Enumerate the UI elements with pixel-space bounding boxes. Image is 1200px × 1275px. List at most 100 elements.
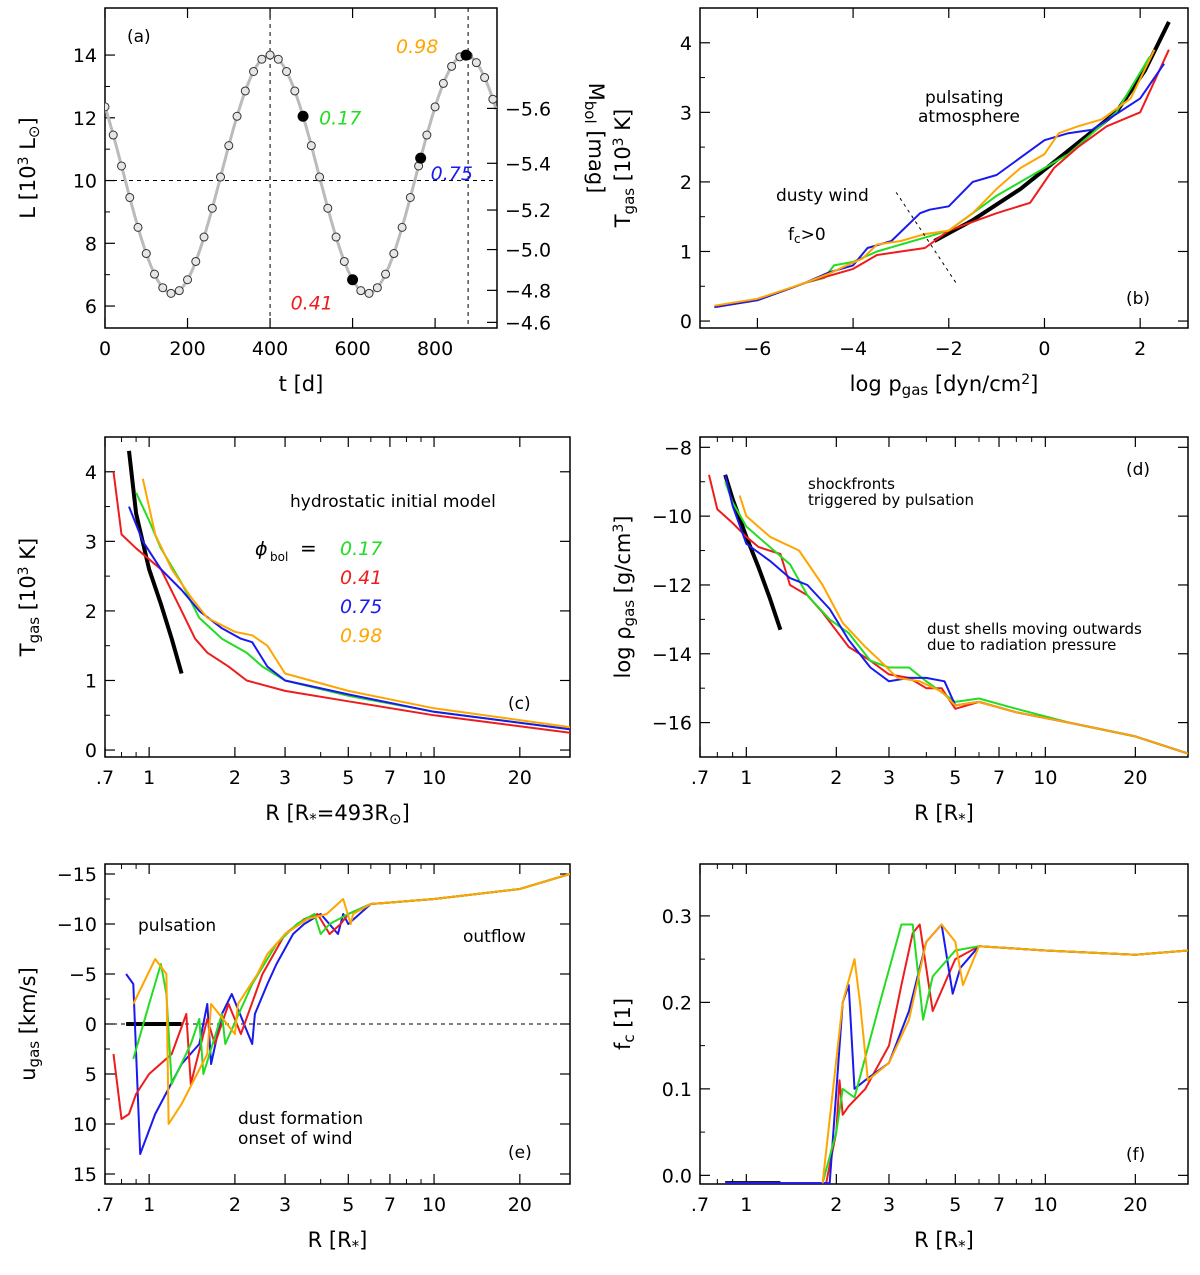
label-part: gas <box>620 188 638 215</box>
y-tick-label: −10 <box>57 914 97 936</box>
annotation: pulsation <box>138 916 216 936</box>
x-tick-label: 10 <box>422 767 446 789</box>
plot-frame <box>699 863 1189 1185</box>
sample-marker <box>108 130 118 140</box>
plot-frame <box>104 436 571 758</box>
label-part: K] <box>611 109 635 138</box>
annotation: due to radiation pressure <box>927 636 1116 654</box>
x-tick-label: .7 <box>96 1194 114 1216</box>
label-part: [10 <box>16 575 40 617</box>
label-part: [10 <box>16 165 40 207</box>
phase-label: 0.41 <box>291 293 333 315</box>
x-tick-label: −6 <box>743 338 771 360</box>
y2-axis-label: Mbol [mag] <box>581 83 608 194</box>
sample-marker <box>117 161 127 171</box>
sample-marker <box>105 102 110 112</box>
y2-tick-label: −4.8 <box>505 280 551 302</box>
sample-marker <box>389 249 399 259</box>
x-tick-label: 1 <box>143 1194 155 1216</box>
series-line-b075 <box>725 923 1188 1184</box>
annotation: dusty wind <box>776 186 869 206</box>
y-tick-label: 0.1 <box>662 1079 692 1101</box>
x-axis-label: R [R*] <box>914 1228 974 1255</box>
y-tick-label: 3 <box>85 531 97 553</box>
label-part: R <box>308 1228 323 1252</box>
series-line-r041 <box>112 471 570 734</box>
annotation: pulsating <box>925 88 1004 108</box>
x-tick-label: 2 <box>229 767 241 789</box>
label-part: * <box>352 1237 360 1255</box>
panel-e: .7 1 2 3 5 7 10 20 −15 −10 −5 0 5 10 15 (e) R [R*] ugas [… <box>16 863 571 1255</box>
y2-tick-label: −5.4 <box>505 153 551 175</box>
annotation: fc>0 <box>788 225 826 246</box>
sample-marker <box>207 203 217 213</box>
plot-frame <box>699 7 1189 329</box>
sample-marker <box>405 192 415 202</box>
sample-marker <box>381 269 391 279</box>
y-axis-label: log ρgas [g/cm3] <box>611 516 638 679</box>
label-part: R <box>265 801 280 825</box>
y-axis-label: Tgas [103 K] <box>611 109 638 229</box>
sample-marker <box>339 256 349 266</box>
plot-area <box>714 21 1171 309</box>
plot-area <box>105 873 570 1155</box>
legend-entry: 0.41 <box>340 567 382 589</box>
x-axis-label: t [d] <box>279 372 324 396</box>
x-tick-label: 20 <box>1123 767 1147 789</box>
phase-symbol: ϕ <box>255 538 268 560</box>
x-axis-label: log pgas [dyn/cm2] <box>850 372 1039 399</box>
label-part: 3 <box>611 524 627 533</box>
label-part: 2 <box>1021 372 1030 388</box>
label-part: ] <box>359 1228 367 1252</box>
label-part: * <box>309 810 317 828</box>
label-part: R <box>914 801 929 825</box>
x-axis-label: R [R*] <box>308 1228 368 1255</box>
sample-marker <box>364 288 374 298</box>
y-tick-label: 1 <box>85 670 97 692</box>
x-tick-label: 3 <box>279 1194 291 1216</box>
label-part: R <box>914 1228 929 1252</box>
x-tick-label: 2 <box>229 1194 241 1216</box>
x-axis-label: R [R*=493R⊙] <box>265 801 410 828</box>
y2-tick-label: −5.6 <box>505 98 551 120</box>
y2-tick-label: −5.0 <box>505 240 551 262</box>
x-tick-label: 5 <box>949 1194 961 1216</box>
x-axis-label: R [R*] <box>914 801 974 828</box>
x-tick-label: 3 <box>883 1194 895 1216</box>
label-part: L <box>16 138 40 157</box>
x-tick-label: 20 <box>508 767 532 789</box>
x-tick-label: 5 <box>342 1194 354 1216</box>
label-part: gas <box>25 1041 43 1068</box>
x-tick-label: 0 <box>99 338 111 360</box>
y-tick-label: 8 <box>85 233 97 255</box>
x-tick-label: 1 <box>740 1194 752 1216</box>
sample-marker <box>257 54 267 64</box>
label-part: ] <box>402 801 410 825</box>
sample-marker <box>488 94 497 104</box>
sample-marker <box>273 54 283 64</box>
label-part: * <box>958 810 966 828</box>
y-tick-label: −12 <box>652 575 692 597</box>
label-part: ] <box>966 801 974 825</box>
y-axis-label: Tgas [103 K] <box>16 538 43 658</box>
legend-entry: 0.75 <box>340 596 382 618</box>
y-axis-label: L [103 L⊙] <box>16 117 43 218</box>
phase-label: 0.17 <box>319 107 361 129</box>
sample-marker <box>282 66 292 76</box>
y-tick-label: 0.3 <box>662 906 692 928</box>
sample-marker <box>249 66 259 76</box>
label-part: bol <box>581 101 599 124</box>
label-part: [g/cm <box>611 533 635 600</box>
y-tick-label: 0 <box>85 740 97 762</box>
annotation: shockfronts <box>808 475 895 493</box>
phase-symbol-subscript: bol <box>270 550 288 564</box>
label-part: [dyn/cm <box>935 372 1021 396</box>
sample-marker <box>240 86 250 96</box>
panel-label: (b) <box>1126 289 1150 309</box>
x-tick-label: 2 <box>1134 338 1146 360</box>
annotation: dust shells moving outwards <box>927 620 1142 638</box>
phase-marker <box>347 274 359 286</box>
panel-label: (c) <box>508 694 531 714</box>
sample-marker <box>397 222 407 232</box>
